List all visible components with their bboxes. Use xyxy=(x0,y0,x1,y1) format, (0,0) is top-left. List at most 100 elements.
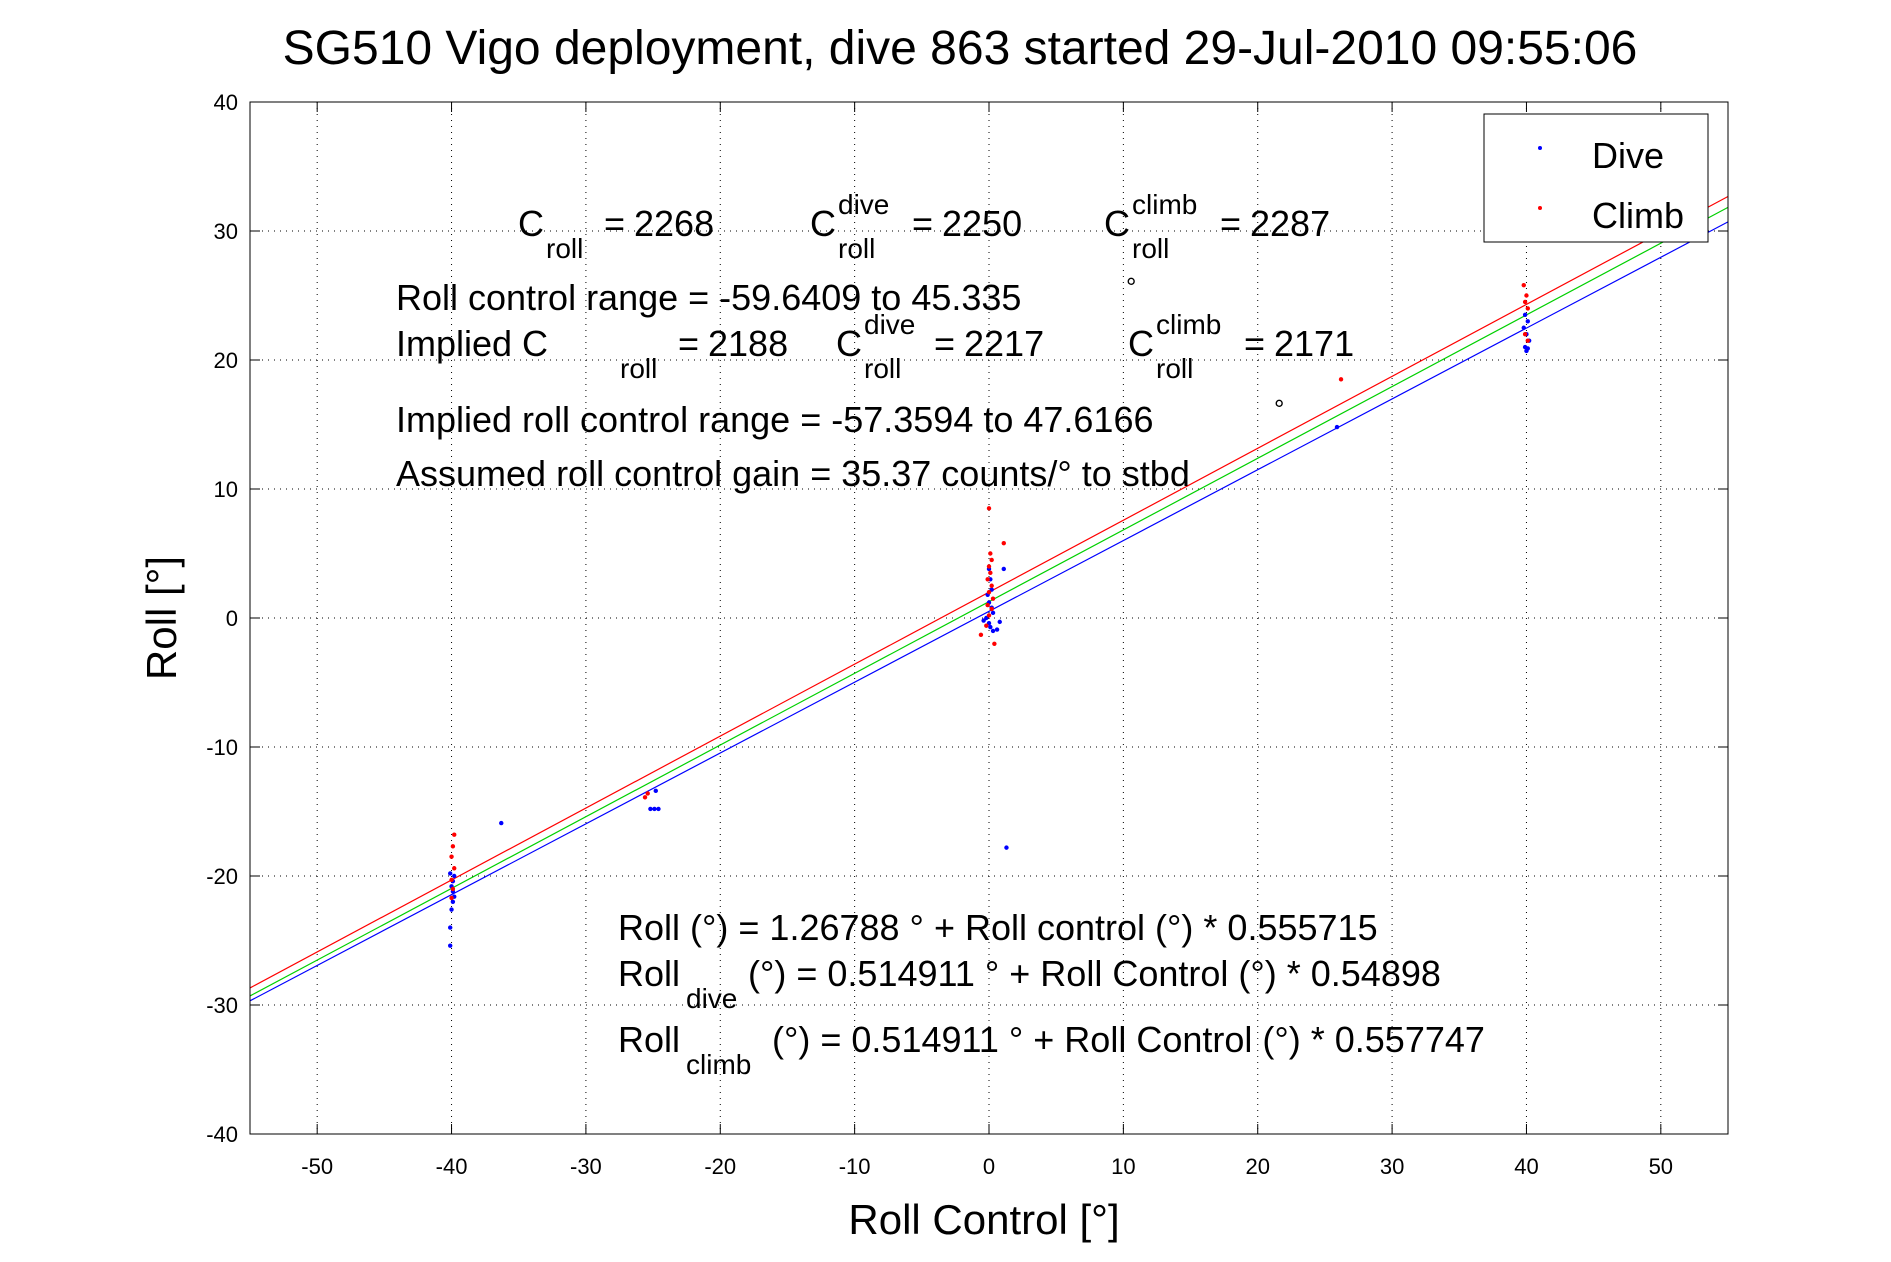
implied-c-roll-dive-equals: = xyxy=(934,323,955,364)
x-tick-label: 20 xyxy=(1245,1154,1269,1179)
implied-c-roll-dive-subscript: roll xyxy=(864,353,901,384)
y-tick-label: -40 xyxy=(206,1122,238,1147)
dive-data-point xyxy=(448,925,453,930)
dive-data-point xyxy=(994,627,1000,632)
dive-data-point xyxy=(1004,845,1009,850)
climb-data-point xyxy=(986,564,992,569)
data-points xyxy=(448,282,1532,948)
dive-data-point xyxy=(1001,566,1006,572)
climb-data-point xyxy=(986,590,992,595)
fit-climb-equation: (°) = 0.514911 ° + Roll Control (°) * 0.… xyxy=(772,1019,1485,1060)
dive-data-point xyxy=(452,873,457,879)
climb-data-point xyxy=(1524,293,1529,298)
climb-data-point xyxy=(988,551,993,556)
climb-data-point xyxy=(449,877,454,883)
implied-c-roll-prefix: Implied C xyxy=(396,323,548,364)
climb-data-point xyxy=(449,895,454,901)
implied-c-roll-subscript: roll xyxy=(620,353,657,384)
fit-dive-equation: (°) = 0.514911 ° + Roll Control (°) * 0.… xyxy=(748,953,1441,994)
implied-c-roll-climb-subscript: roll xyxy=(1156,353,1193,384)
dive-data-point xyxy=(981,618,986,623)
c-roll-value: 2268 xyxy=(634,203,714,244)
dive-data-point xyxy=(1522,312,1528,318)
legend: Dive Climb xyxy=(1483,113,1709,243)
implied-c-roll-climb-equals: = xyxy=(1244,323,1265,364)
climb-data-point xyxy=(452,866,457,871)
implied-c-roll-equals: = xyxy=(678,323,699,364)
legend-dive-marker xyxy=(1538,146,1542,150)
c-roll-climb-superscript: climb xyxy=(1132,189,1197,220)
implied-c-roll-annotation: Implied C roll = 2188 C dive roll = 2217… xyxy=(396,309,1354,384)
x-tick-label: 0 xyxy=(983,1154,995,1179)
dive-data-point xyxy=(653,788,658,794)
climb-data-point xyxy=(985,602,990,608)
c-roll-climb-subscript: roll xyxy=(1132,233,1169,264)
y-tick-label: 0 xyxy=(226,606,238,631)
legend-climb-label: Climb xyxy=(1592,195,1684,236)
climb-data-point xyxy=(978,632,984,637)
c-roll-equals: = xyxy=(604,203,625,244)
x-tick-label: -10 xyxy=(839,1154,871,1179)
chart-title: SG510 Vigo deployment, dive 863 started … xyxy=(283,22,1638,75)
dive-data-point xyxy=(1334,424,1340,430)
c-roll-annotation: C roll = 2268 C dive roll = 2250 C climb… xyxy=(518,189,1330,264)
climb-data-point xyxy=(1525,338,1530,343)
climb-data-point xyxy=(985,577,990,582)
implied-c-roll-climb-superscript: climb xyxy=(1156,309,1221,340)
x-axis-label: Roll Control [°] xyxy=(848,1196,1119,1243)
dive-data-point xyxy=(1525,319,1530,324)
climb-data-point xyxy=(989,583,994,588)
regression-line xyxy=(250,221,1728,1002)
c-roll-climb-value: 2287 xyxy=(1250,203,1330,244)
x-tick-label: -20 xyxy=(704,1154,736,1179)
dive-data-point xyxy=(450,899,456,904)
dive-data-point xyxy=(652,806,657,812)
fit-climb-roll-word: Roll xyxy=(618,1019,680,1060)
y-tick-label: -10 xyxy=(206,735,238,760)
dive-data-point xyxy=(997,619,1002,625)
gain-text: Assumed roll control gain = 35.37 counts… xyxy=(396,453,1190,494)
y-tick-label: -30 xyxy=(206,993,238,1018)
implied-c-roll-dive-superscript: dive xyxy=(864,309,915,340)
legend-climb-marker xyxy=(1538,206,1542,210)
c-roll-dive-superscript: dive xyxy=(838,189,889,220)
plot-frame xyxy=(249,101,1729,1135)
dive-data-point xyxy=(988,624,993,630)
climb-data-point xyxy=(642,795,648,800)
dive-data-point xyxy=(1524,348,1529,354)
fit-equation: Roll (°) = 1.26788 ° + Roll control (°) … xyxy=(618,907,1378,948)
climb-data-point xyxy=(645,791,650,796)
y-tick-label: 40 xyxy=(214,90,238,115)
legend-dive-label: Dive xyxy=(1592,135,1664,176)
dive-data-point xyxy=(1521,325,1526,330)
y-tick-label: 30 xyxy=(214,219,238,244)
y-tick-label: -20 xyxy=(206,864,238,889)
dive-data-point xyxy=(448,871,453,876)
c-roll-letter: C xyxy=(518,203,544,244)
climb-data-point xyxy=(988,570,993,576)
dive-data-point xyxy=(990,628,996,634)
x-tick-label: 40 xyxy=(1514,1154,1538,1179)
implied-range-text: Implied roll control range = -57.3594 to… xyxy=(396,399,1154,440)
y-tick-label: 20 xyxy=(214,348,238,373)
x-tick-label: 50 xyxy=(1649,1154,1673,1179)
c-roll-climb-equals: = xyxy=(1220,203,1241,244)
climb-data-point xyxy=(986,506,992,511)
climb-data-point xyxy=(1521,282,1526,288)
x-tick-label: 10 xyxy=(1111,1154,1135,1179)
climb-data-point xyxy=(449,854,454,859)
dive-data-point xyxy=(499,820,504,826)
climb-data-point xyxy=(989,606,994,612)
climb-data-point xyxy=(452,832,457,837)
c-roll-climb-letter: C xyxy=(1104,203,1130,244)
climb-data-point xyxy=(450,844,456,849)
c-roll-dive-subscript: roll xyxy=(838,233,875,264)
climb-data-point xyxy=(989,557,994,563)
x-tick-label: -30 xyxy=(570,1154,602,1179)
climb-data-point xyxy=(1001,540,1006,546)
legend-box xyxy=(1483,113,1709,243)
implied-range-degree: ° xyxy=(1274,394,1284,424)
c-roll-subscript: roll xyxy=(546,233,583,264)
climb-data-point xyxy=(984,623,989,628)
dive-data-point xyxy=(648,806,653,812)
